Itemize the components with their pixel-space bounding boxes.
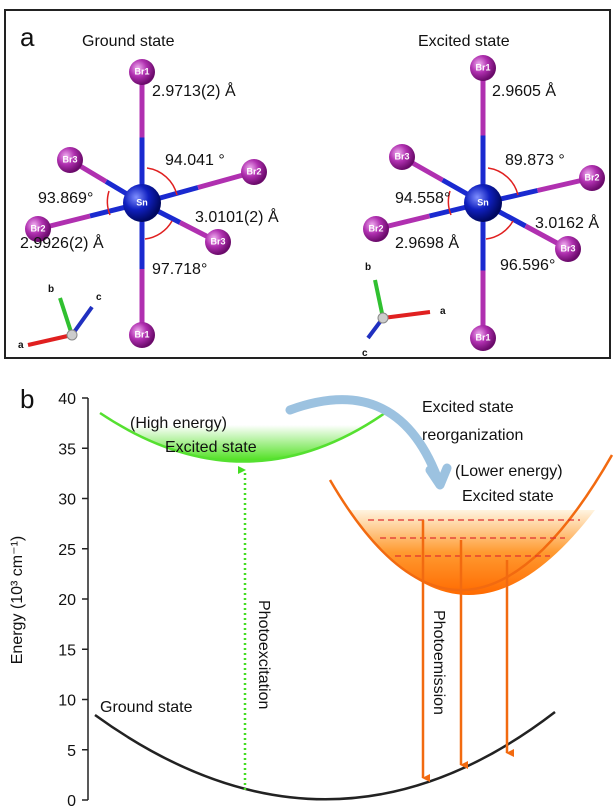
label: Excited state: [462, 488, 554, 505]
atom-label: Br2: [246, 166, 261, 176]
panel-label: a: [20, 22, 35, 52]
measure-label: 3.0162 Å: [535, 213, 599, 232]
state-title: Ground state: [82, 33, 175, 50]
axis-letter: a: [440, 306, 446, 317]
label: Excited state: [165, 439, 257, 456]
label: Photoexcitation: [255, 600, 272, 709]
axis-arrow: [60, 298, 72, 335]
state-title: Excited state: [418, 33, 510, 50]
measure-label: 2.9605 Å: [492, 81, 556, 100]
angle-arc: [145, 221, 172, 239]
measure-label: 96.596°: [500, 257, 555, 274]
atom-label: Br3: [62, 154, 77, 164]
measure-label: 89.873 °: [505, 152, 565, 169]
measure-label: 94.041 °: [165, 152, 225, 169]
atom-label: Br3: [560, 243, 575, 253]
measure-label: 94.558°: [395, 190, 450, 207]
ground-curve: [95, 712, 555, 799]
axis-arrow: [383, 312, 430, 318]
y-tick-label: 25: [58, 542, 76, 559]
measure-label: 2.9713(2) Å: [152, 81, 236, 100]
atom-label: Br1: [475, 62, 490, 72]
measure-label: 2.9926(2) Å: [20, 233, 104, 252]
y-tick-label: 5: [67, 743, 76, 760]
y-tick-label: 40: [58, 391, 76, 408]
axis-letter: a: [18, 340, 24, 351]
y-tick-label: 0: [67, 793, 76, 807]
label: Ground state: [100, 699, 193, 716]
origin: [378, 313, 388, 323]
atom-label: Br3: [394, 151, 409, 161]
label: reorganization: [422, 427, 523, 444]
atom-label: Br2: [368, 223, 383, 233]
label: (High energy): [130, 415, 227, 432]
atom-label: Sn: [136, 197, 148, 207]
y-tick-label: 15: [58, 642, 76, 659]
axis-arrow: [375, 280, 383, 318]
atom-label: Br3: [210, 236, 225, 246]
lower-fill: [350, 510, 595, 595]
axis-letter: c: [96, 292, 102, 303]
measure-label: 93.869°: [38, 190, 93, 207]
label: (Lower energy): [455, 463, 563, 480]
y-tick-label: 30: [58, 492, 76, 509]
atom-label: Br1: [134, 329, 149, 339]
label: Photoemission: [430, 610, 447, 715]
y-axis-label: Energy (10³ cm⁻¹): [9, 536, 26, 664]
axis-arrow: [28, 335, 72, 345]
axis-letter: b: [365, 262, 371, 273]
axis-letter: c: [362, 348, 368, 359]
atom-label: Br2: [584, 172, 599, 182]
atom-label: Br1: [134, 66, 149, 76]
figure: a b Ground state Br1 Br1 Br3 Br2 Br2 Br3 Sn 2.97…: [0, 0, 615, 807]
axis-letter: b: [48, 284, 54, 295]
y-tick-label: 20: [58, 592, 76, 609]
atom-label: Br1: [475, 332, 490, 342]
origin: [67, 330, 77, 340]
panel-a-frame: [5, 10, 610, 358]
measure-label: 2.9698 Å: [395, 233, 459, 252]
y-tick-label: 10: [58, 693, 76, 710]
atom-label: Sn: [477, 197, 489, 207]
measure-label: 97.718°: [152, 261, 207, 278]
measure-label: 3.0101(2) Å: [195, 207, 279, 226]
y-tick-label: 35: [58, 441, 76, 458]
energy-diagram: (High energy) Excited state Excited stat…: [9, 391, 612, 807]
panel-label: b: [20, 384, 34, 414]
angle-arc: [486, 221, 513, 239]
label: Excited state: [422, 399, 514, 416]
atom-label: Br2: [30, 223, 45, 233]
